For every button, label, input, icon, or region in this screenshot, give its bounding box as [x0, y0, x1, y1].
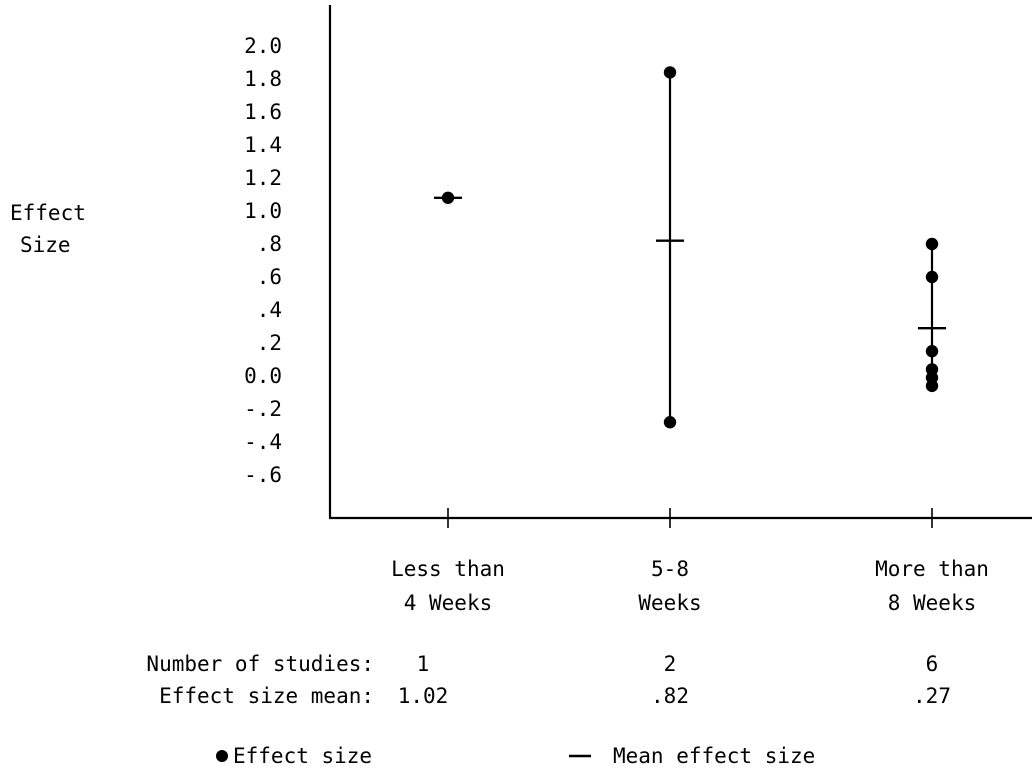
- effect-size-point: [925, 379, 939, 393]
- effect-size-point: [441, 191, 455, 204]
- y-axis-label-line: Size: [20, 233, 71, 257]
- y-axis-label-line: Effect: [10, 201, 86, 225]
- y-tick-label: .2: [257, 331, 282, 355]
- table-cell: .27: [913, 684, 951, 708]
- x-category-label: More than 8 Weeks: [875, 557, 989, 615]
- table-cell: .82: [651, 684, 689, 708]
- legend-dot-symbol: [216, 750, 228, 762]
- x-category-label: Less than 4 Weeks: [391, 557, 505, 615]
- y-tick-label: 0.0: [244, 364, 282, 388]
- y-tick-label: 2.0: [244, 34, 282, 58]
- y-tick-label: 1.6: [244, 100, 282, 124]
- x-category-label-line: Less than: [391, 557, 505, 581]
- table-cell: 1: [417, 652, 430, 676]
- x-category-label: 5-8 Weeks: [638, 557, 701, 615]
- y-axis-label: Effect Size: [10, 201, 86, 257]
- x-category-labels: Less than 4 Weeks 5-8 Weeks More than 8 Weeks: [391, 557, 989, 615]
- table-cell: 1.02: [398, 684, 449, 708]
- y-tick-label: .8: [257, 232, 282, 256]
- chart-axes: [328, 5, 1032, 520]
- effect-size-point: [925, 345, 939, 358]
- x-category-label-line: 5-8: [651, 557, 689, 581]
- y-tick-label: 1.4: [244, 133, 282, 157]
- mean-markers: [434, 196, 946, 330]
- y-tick-label: 1.8: [244, 67, 282, 91]
- y-tick-label: -.2: [244, 397, 282, 421]
- table-row-label: Effect size mean:: [159, 684, 374, 708]
- table-cell: 2: [664, 652, 677, 676]
- effect-size-point: [925, 237, 939, 251]
- range-lines: [668, 72, 934, 423]
- x-category-label-line: 8 Weeks: [888, 591, 977, 615]
- y-tick-label: .4: [257, 298, 282, 322]
- x-category-label-line: More than: [875, 557, 989, 581]
- x-category-label-line: Weeks: [638, 591, 701, 615]
- legend-label: Mean effect size: [613, 744, 815, 768]
- y-tick-labels: 2.0 1.8 1.6 1.4 1.2 1.0 .8 .6 .4 .2 0.0 -.2 -.4 -.6: [244, 34, 282, 487]
- x-category-label-line: 4 Weeks: [404, 591, 493, 615]
- x-ticks: [447, 508, 933, 528]
- y-tick-label: 1.2: [244, 166, 282, 190]
- summary-table: Number of studies: 1 2 6 Effect size mean: 1.…: [146, 652, 951, 708]
- table-row-label: Number of studies:: [146, 652, 374, 676]
- effect-size-point: [663, 416, 677, 429]
- effect-size-point: [925, 270, 939, 284]
- legend: Effect size Mean effect size: [216, 744, 815, 768]
- legend-label: Effect size: [233, 744, 372, 768]
- y-tick-label: -.6: [244, 463, 282, 487]
- effect-size-points: [441, 66, 939, 429]
- y-tick-label: .6: [257, 265, 282, 289]
- y-tick-label: -.4: [244, 430, 282, 454]
- table-cell: 6: [926, 652, 939, 676]
- y-tick-label: 1.0: [244, 199, 282, 223]
- effect-size-point: [663, 66, 677, 79]
